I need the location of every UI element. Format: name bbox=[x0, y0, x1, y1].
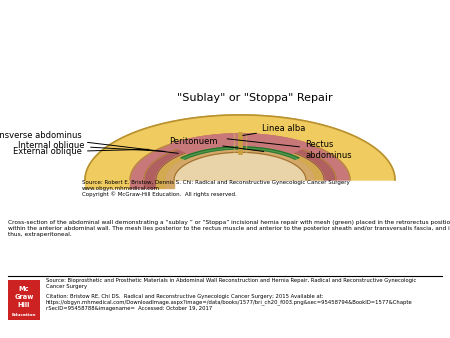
Polygon shape bbox=[166, 149, 314, 180]
Text: Peritonuem: Peritonuem bbox=[169, 138, 264, 151]
FancyBboxPatch shape bbox=[8, 280, 40, 320]
Polygon shape bbox=[156, 145, 324, 180]
Text: Rectus
abdominus: Rectus abdominus bbox=[227, 139, 351, 160]
Polygon shape bbox=[174, 152, 306, 180]
Polygon shape bbox=[85, 115, 395, 180]
Bar bbox=[144, 180, 156, 188]
Text: Hill: Hill bbox=[18, 302, 30, 308]
Text: External oblique: External oblique bbox=[13, 147, 148, 156]
Polygon shape bbox=[144, 140, 336, 180]
Text: Transverse abdominus: Transverse abdominus bbox=[0, 131, 178, 153]
Text: Citation: Bristow RE, Chi DS.  Radical and Reconstructive Gynecologic Cancer Sur: Citation: Bristow RE, Chi DS. Radical an… bbox=[46, 294, 413, 311]
Polygon shape bbox=[170, 134, 310, 156]
Text: Internal oblique: Internal oblique bbox=[18, 141, 165, 151]
Bar bbox=[166, 180, 174, 188]
Text: Education: Education bbox=[12, 313, 36, 317]
Text: Graw: Graw bbox=[14, 294, 34, 300]
Text: Source: Bioprosthetic and Prosthetic Materials in Abdominal Wall Reconstruction : Source: Bioprosthetic and Prosthetic Mat… bbox=[46, 278, 416, 289]
Text: Source: Robert E. Bristow, Dennis S. Chi: Radical and Reconstructive Gynecologic: Source: Robert E. Bristow, Dennis S. Chi… bbox=[82, 180, 350, 197]
Bar bbox=[130, 180, 144, 188]
Text: "Sublay" or "Stoppa" Repair: "Sublay" or "Stoppa" Repair bbox=[177, 93, 333, 103]
Text: Mc: Mc bbox=[19, 286, 29, 292]
Bar bbox=[156, 180, 166, 188]
Polygon shape bbox=[130, 134, 350, 180]
Bar bbox=[85, 180, 130, 188]
Text: Linea alba: Linea alba bbox=[243, 124, 306, 136]
Polygon shape bbox=[181, 147, 299, 159]
Text: Cross-section of the abdominal wall demonstrating a “sublay ” or “Stoppa” incisi: Cross-section of the abdominal wall demo… bbox=[8, 220, 450, 237]
